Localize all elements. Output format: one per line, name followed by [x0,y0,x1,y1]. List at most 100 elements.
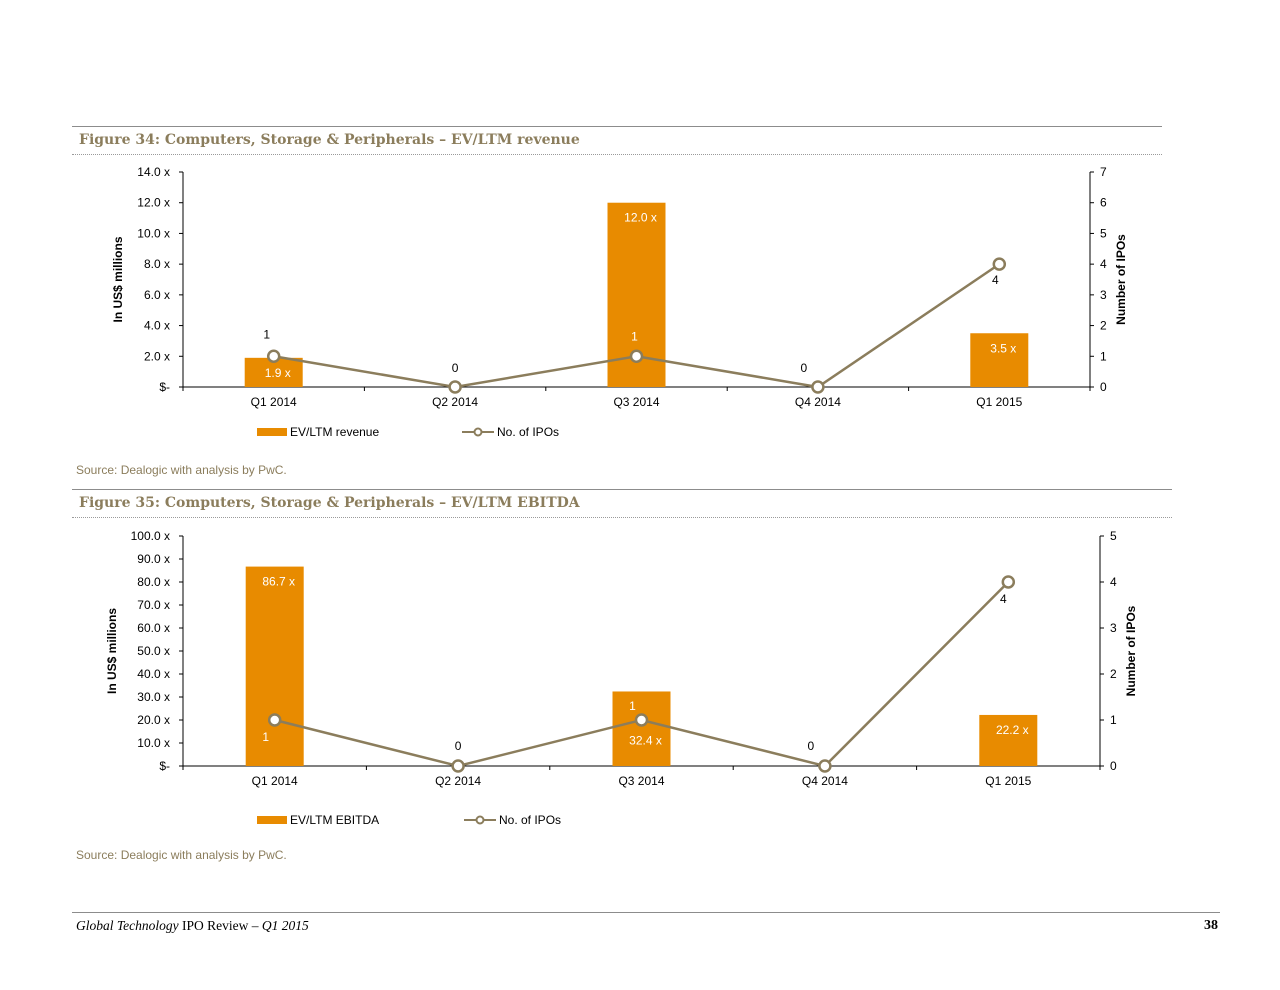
chart-35: $- 10.0 x 20.0 x 30.0 x 40.0 x 50.0 x 60.0 x 70… [105,529,1138,827]
bar-data-label: 22.2 x [996,723,1029,737]
y-tick-label: 50.0 x [137,644,170,658]
bar-data-label: 32.4 x [629,733,662,747]
line-data-label: 0 [452,361,459,375]
line-data-label: 0 [455,739,462,753]
x-tick-label: Q4 2014 [795,395,841,409]
y2-axis-title: Number of IPOs [1124,605,1138,696]
y-tick-label: 8.0 x [144,257,170,271]
y-tick-label: $- [159,759,170,773]
y-tick-label: $- [159,380,170,394]
chart-34: $- 2.0 x 4.0 x 6.0 x 8.0 x 10.0 x 12.0 x 14.0 x… [111,165,1128,439]
y-tick-label: 10.0 x [137,226,170,240]
y2-tick-label: 5 [1110,529,1117,543]
x-tick-label: Q1 2014 [252,774,298,788]
legend-label-bar: EV/LTM revenue [290,425,379,439]
y-tick-label: 90.0 x [137,552,170,566]
y-tick-label: 6.0 x [144,288,170,302]
y-axis-title: In US$ millions [105,608,119,694]
y-tick-label: 80.0 x [137,575,170,589]
footer-title-regular: IPO Review – [178,918,262,933]
line-data-label: 0 [808,739,815,753]
figure-top-rule [72,126,1162,127]
y-tick-label: 20.0 x [137,713,170,727]
bar [979,714,1038,766]
y2-tick-label: 3 [1100,288,1107,302]
legend-label-bar: EV/LTM EBITDA [290,813,379,827]
bar-data-label: 1.9 x [265,366,291,380]
figure-35-source: Source: Dealogic with analysis by PwC. [76,848,287,862]
y2-tick-label: 3 [1110,621,1117,635]
y2-tick-label: 1 [1100,349,1107,363]
ipo-point [629,349,644,364]
line-data-label: 1 [631,329,638,343]
ipo-point [1001,575,1016,589]
figure-34-source: Source: Dealogic with analysis by PwC. [76,463,287,477]
y2-tick-label: 6 [1100,196,1107,210]
line-data-label: 1 [262,730,269,744]
y2-tick-label: 2 [1110,667,1117,681]
y-tick-label: 14.0 x [137,165,170,179]
bar [245,566,304,766]
y-tick-label: 30.0 x [137,690,170,704]
y-tick-label: 60.0 x [137,621,170,635]
y2-tick-label: 4 [1110,575,1117,589]
x-tick-label: Q1 2015 [976,395,1022,409]
legend-label-line: No. of IPOs [499,813,561,827]
y-tick-label: 2.0 x [144,349,170,363]
y-axis-title: In US$ millions [111,236,125,322]
y-tick-label: 12.0 x [137,196,170,210]
x-tick-label: Q4 2014 [802,774,848,788]
ipo-point [818,759,832,773]
footer-rule [72,912,1220,913]
bar-data-label: 12.0 x [624,211,657,225]
legend-swatch-bar [257,428,287,436]
figure-35-title: Figure 35: Computers, Storage & Peripher… [79,495,580,511]
y-tick-label: 40.0 x [137,667,170,681]
y2-tick-label: 7 [1100,165,1107,179]
line-data-label: 0 [801,361,808,375]
bar [970,333,1029,387]
x-tick-label: Q3 2014 [613,395,659,409]
figure-title-underline [72,517,1172,518]
figure-top-rule [72,489,1172,490]
x-tick-label: Q2 2014 [432,395,478,409]
legend-label-line: No. of IPOs [497,425,559,439]
y-tick-label: 70.0 x [137,598,170,612]
ipo-point [811,380,825,394]
legend-swatch-marker [475,815,485,825]
x-tick-label: Q3 2014 [618,774,664,788]
y2-tick-label: 0 [1110,759,1117,773]
bar-data-label: 3.5 x [990,341,1016,355]
bar [612,691,671,766]
y-tick-label: 100.0 x [131,529,170,543]
x-tick-label: Q1 2015 [985,774,1031,788]
line-data-label: 1 [263,327,270,341]
page-number: 38 [1204,918,1218,933]
x-tick-label: Q2 2014 [435,774,481,788]
y2-tick-label: 1 [1110,713,1117,727]
footer-title-italic: Global Technology [76,918,179,933]
ipo-point [266,349,281,364]
line-data-label: 1 [629,699,636,713]
y2-tick-label: 0 [1100,380,1107,394]
y2-tick-label: 5 [1100,226,1107,240]
y-tick-label: 4.0 x [144,319,170,333]
y2-tick-label: 4 [1100,257,1107,271]
ipo-point [451,759,465,773]
figure-title-underline [72,154,1162,155]
legend-swatch-bar [257,816,287,824]
y2-tick-label: 2 [1100,319,1107,333]
footer-title: Global Technology IPO Review – Q1 2015 [76,918,309,934]
line-data-label: 4 [992,273,999,287]
figure-34-title: Figure 34: Computers, Storage & Peripher… [79,132,580,148]
ipo-point [992,257,1007,271]
ipo-point [634,713,649,727]
line-data-label: 4 [1000,592,1007,606]
bar-data-label: 86.7 x [262,575,295,589]
y2-axis-title: Number of IPOs [1114,234,1128,325]
x-tick-label: Q1 2014 [251,395,297,409]
y-tick-label: 10.0 x [137,736,170,750]
ipo-point [267,713,282,727]
ipo-point [448,380,462,394]
footer-period: Q1 2015 [261,918,309,933]
